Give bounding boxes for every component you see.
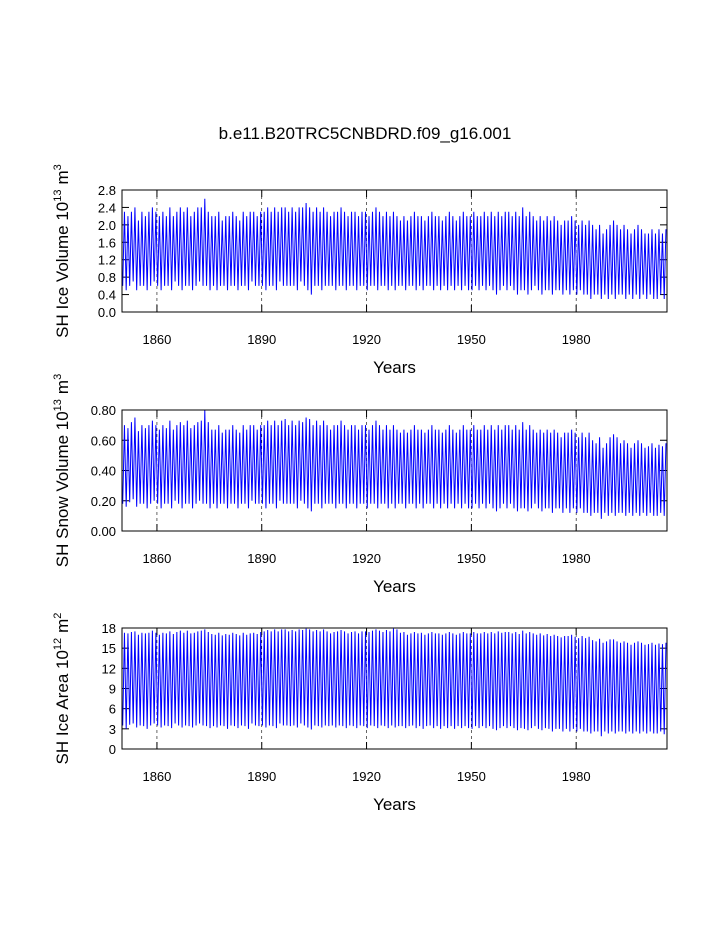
x-tick-label: 1890 — [247, 551, 276, 566]
panel: 1860 1890 1920 1950 1980 0.00 0.20 0.40 0.60 0.80… — [52, 374, 668, 596]
x-tick-label: 1920 — [352, 332, 381, 347]
y-tick-label: 0.8 — [98, 270, 116, 285]
x-tick-label: 1860 — [142, 769, 171, 784]
x-tick-label: 1890 — [247, 769, 276, 784]
y-axis-title-text: SH Ice Volume 10 — [53, 202, 72, 338]
x-tick-label: 1980 — [562, 551, 591, 566]
plot-frame — [121, 189, 668, 313]
x-tick-label: 1860 — [142, 332, 171, 347]
x-tick-label: 1860 — [142, 551, 171, 566]
y-axis-title-text: SH Ice Area 10 — [53, 650, 72, 764]
x-axis-title: Years — [373, 358, 416, 377]
y-tick-label: 0.4 — [98, 288, 116, 303]
panel: 1860 1890 1920 1950 1980 0 3 6 9 12 15 18 Years SH Ic… — [52, 613, 668, 814]
y-tick-label: 0.60 — [91, 433, 116, 448]
y-axis-title: SH Snow Volume 1013 m3 — [52, 374, 72, 567]
data-line — [122, 198, 667, 299]
x-tick-label: 1980 — [562, 332, 591, 347]
y-axis-title-unit: m — [53, 619, 72, 633]
y-axis-title-unit-power: 3 — [52, 164, 64, 170]
x-tick-label: 1980 — [562, 769, 591, 784]
figure-title: b.e11.B20TRC5CNBDRD.f09_g16.001 — [219, 124, 512, 143]
y-tick-label: 0.80 — [91, 403, 116, 418]
y-axis-title-power: 13 — [52, 399, 64, 411]
panel: 1860 1890 1920 1950 1980 0.0 0.4 0.8 1.2 1.6 2.0 2.… — [52, 164, 668, 377]
x-axis-title: Years — [373, 577, 416, 596]
x-tick-label: 1890 — [247, 332, 276, 347]
y-tick-label: 1.6 — [98, 235, 116, 250]
y-tick-label: 3 — [109, 722, 116, 737]
data-line — [122, 409, 667, 519]
y-tick-label: 15 — [102, 641, 116, 656]
y-axis-title-unit: m — [53, 380, 72, 394]
y-axis-title-text: SH Snow Volume 10 — [53, 411, 72, 567]
x-tick-label: 1950 — [457, 551, 486, 566]
y-axis-title-unit-power: 3 — [52, 374, 64, 380]
y-tick-label: 2.8 — [98, 183, 116, 198]
plot-frame — [121, 627, 668, 750]
y-tick-label: 0.40 — [91, 464, 116, 479]
y-tick-label: 9 — [109, 682, 116, 697]
x-tick-label: 1950 — [457, 332, 486, 347]
y-tick-label: 2.4 — [98, 200, 116, 215]
y-tick-label: 6 — [109, 702, 116, 717]
y-tick-label: 12 — [102, 661, 116, 676]
y-tick-label: 0.00 — [91, 524, 116, 539]
x-tick-label: 1920 — [352, 769, 381, 784]
y-axis-title: SH Ice Volume 1013 m3 — [52, 164, 72, 338]
y-tick-label: 0 — [109, 742, 116, 757]
data-line — [122, 628, 667, 737]
y-axis-title-power: 12 — [52, 638, 64, 650]
y-axis-title-power: 13 — [52, 189, 64, 201]
y-axis-title-unit-power: 2 — [52, 613, 64, 619]
plot-frame — [121, 409, 668, 532]
x-tick-label: 1920 — [352, 551, 381, 566]
y-axis-title-unit: m — [53, 170, 72, 184]
y-axis-title: SH Ice Area 1012 m2 — [52, 613, 72, 765]
y-tick-label: 18 — [102, 621, 116, 636]
y-tick-label: 2.0 — [98, 218, 116, 233]
y-tick-label: 0.0 — [98, 305, 116, 320]
y-tick-label: 1.2 — [98, 253, 116, 268]
x-tick-label: 1950 — [457, 769, 486, 784]
x-axis-title: Years — [373, 795, 416, 814]
y-tick-label: 0.20 — [91, 494, 116, 509]
